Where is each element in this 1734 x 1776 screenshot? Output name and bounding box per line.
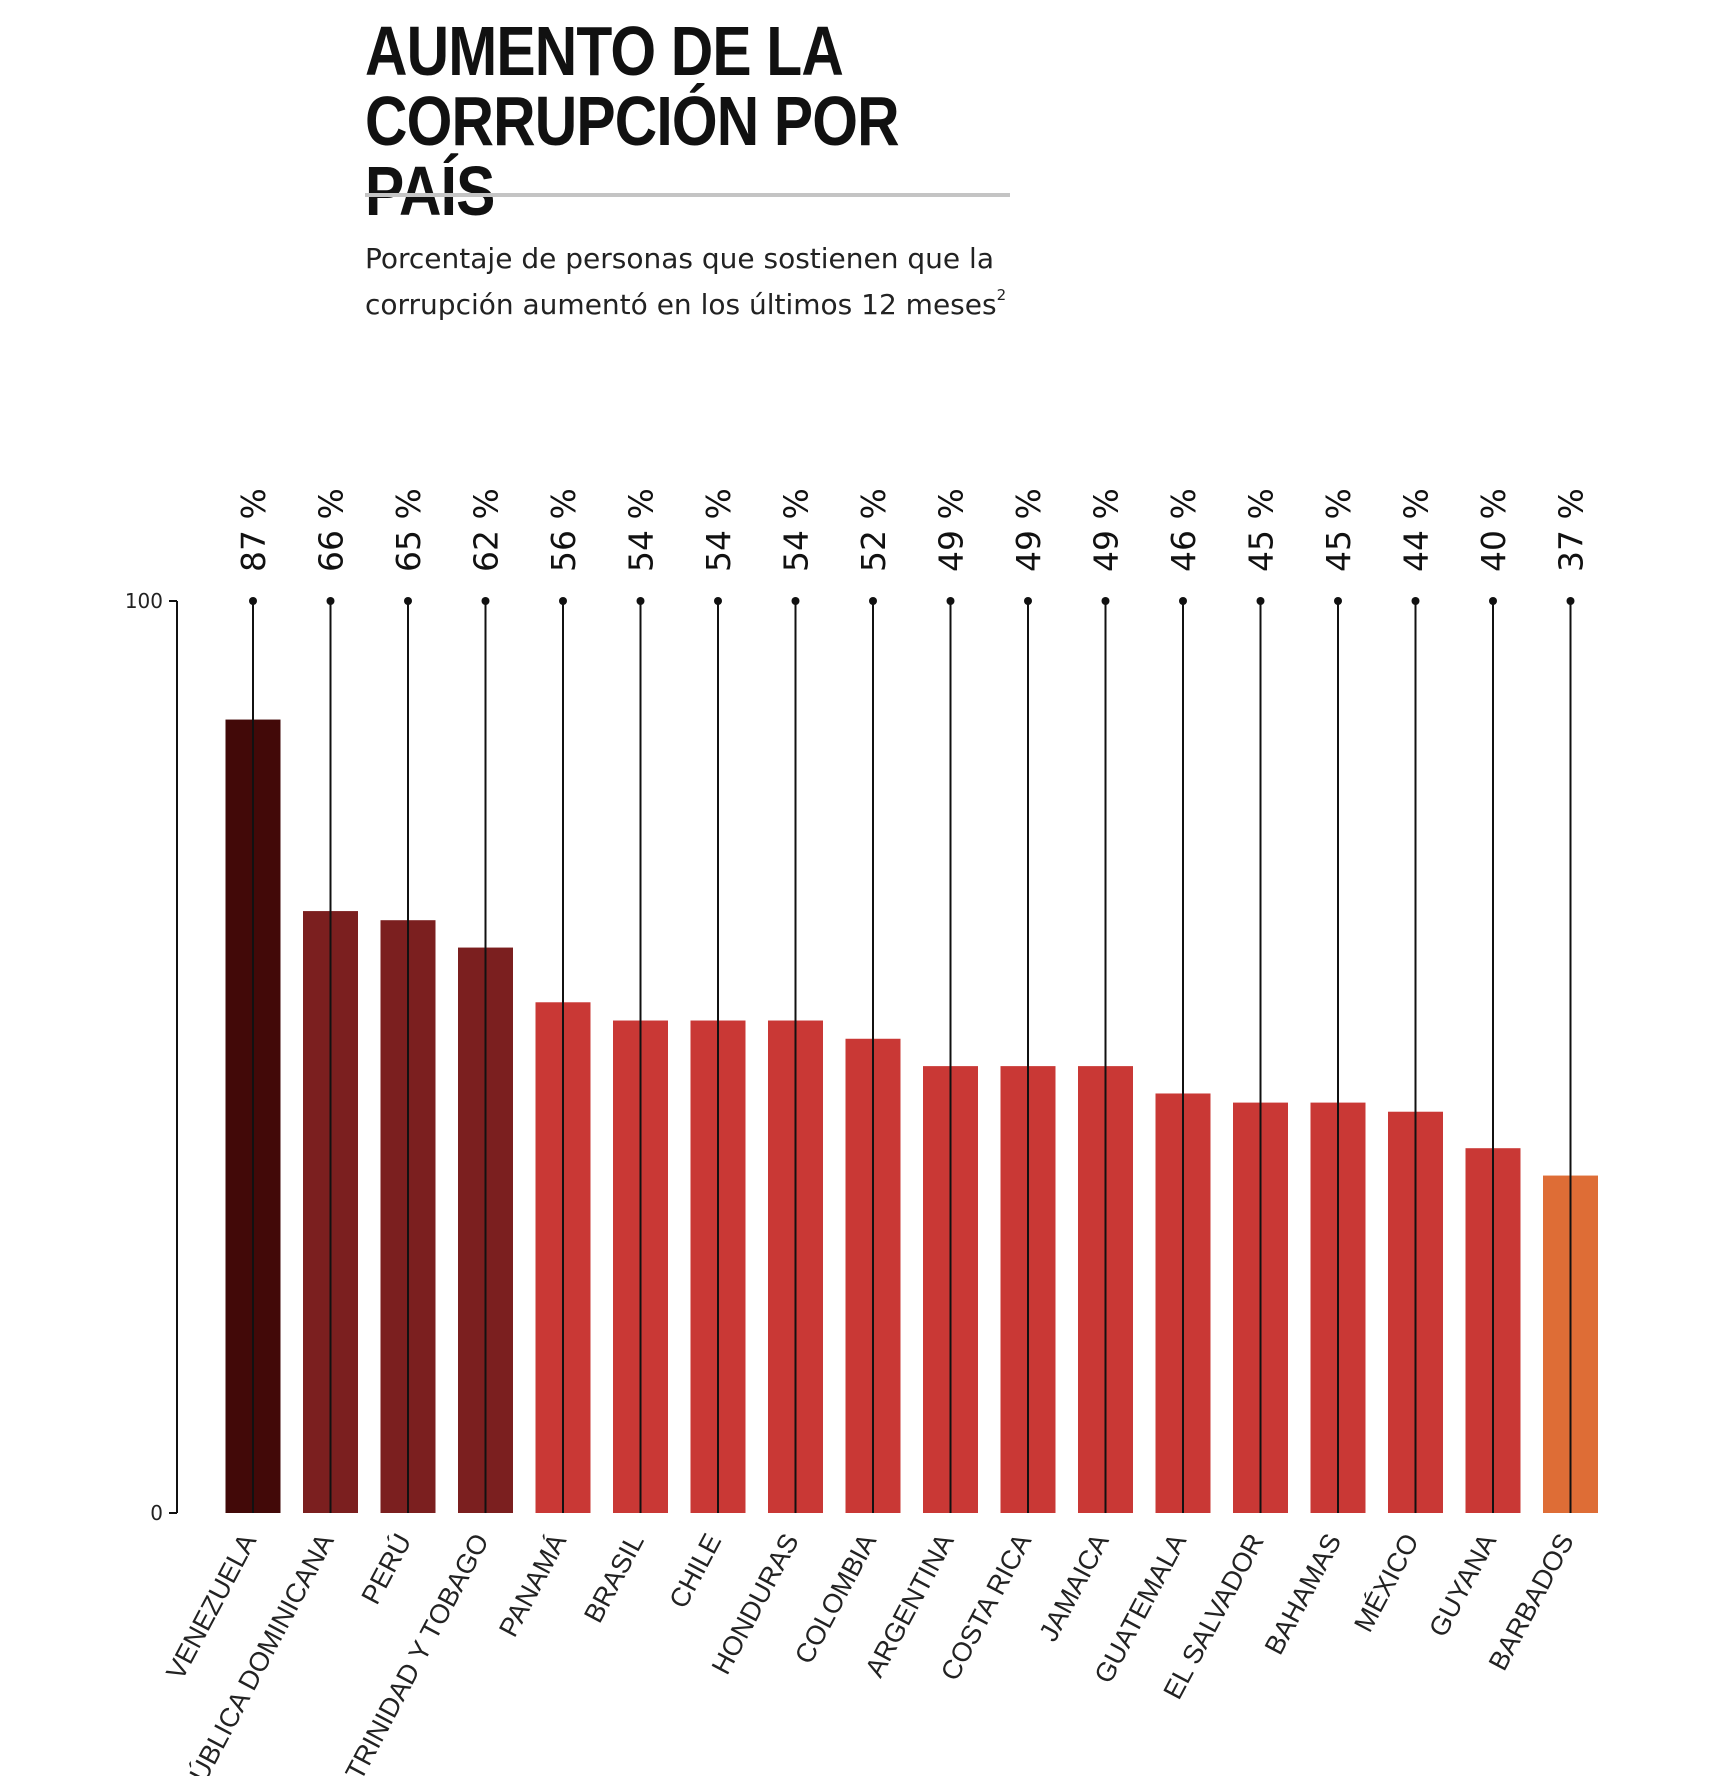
category-label: TRINIDAD Y TOBAGO xyxy=(340,1529,495,1776)
value-label: 52 % xyxy=(854,488,893,572)
value-label: 49 % xyxy=(932,488,971,572)
title-line-2: CORRUPCIÓN POR PAÍS xyxy=(365,82,900,230)
leader-dot xyxy=(481,597,490,605)
value-label: 37 % xyxy=(1552,488,1591,572)
page-title: AUMENTO DE LA CORRUPCIÓN POR PAÍS xyxy=(365,16,1003,226)
leader-dot xyxy=(791,597,800,605)
leader-dot xyxy=(559,597,567,605)
title-line-1: AUMENTO DE LA xyxy=(365,12,844,90)
value-label: 65 % xyxy=(389,488,428,572)
value-label: 49 % xyxy=(1087,488,1126,572)
value-label: 87 % xyxy=(234,488,273,572)
y-axis: 0 100 xyxy=(125,589,178,1525)
value-label: 62 % xyxy=(467,488,506,572)
category-label: MÉXICO xyxy=(1348,1529,1424,1637)
leader-dot xyxy=(1489,597,1497,605)
leader-dot xyxy=(249,597,257,605)
leader-dot xyxy=(946,597,955,605)
category-label: BAHAMAS xyxy=(1259,1529,1347,1660)
category-label: GUYANA xyxy=(1423,1529,1502,1642)
y-tick-label: 0 xyxy=(150,1501,163,1525)
leader-lines xyxy=(249,597,1575,1513)
value-label: 54 % xyxy=(699,488,738,572)
category-label: PERÚ xyxy=(355,1528,418,1609)
leader-dot xyxy=(714,597,722,605)
leader-dot xyxy=(404,597,412,605)
value-label: 44 % xyxy=(1397,488,1436,572)
value-label: 54 % xyxy=(777,488,816,572)
value-label: 45 % xyxy=(1242,488,1281,572)
title-divider xyxy=(365,193,1010,197)
category-label: COLOMBIA xyxy=(789,1529,882,1669)
category-label: CHILE xyxy=(663,1529,727,1613)
category-label: PANAMÁ xyxy=(493,1529,572,1642)
leader-dot xyxy=(326,597,335,605)
subtitle-line-1: Porcentaje de personas que sostienen que… xyxy=(365,242,994,275)
value-label: 54 % xyxy=(622,488,661,572)
value-label: 46 % xyxy=(1164,488,1203,572)
leader-dot xyxy=(1566,597,1575,605)
value-label: 40 % xyxy=(1474,488,1513,572)
y-tick-label: 100 xyxy=(125,589,163,613)
leader-dot xyxy=(1256,597,1265,605)
leader-dot xyxy=(636,597,645,605)
chart-subtitle: Porcentaje de personas que sostienen que… xyxy=(365,236,1065,328)
value-label: 66 % xyxy=(312,488,351,572)
leader-dot xyxy=(1024,597,1032,605)
value-label: 56 % xyxy=(544,488,583,572)
leader-dot xyxy=(1179,597,1187,605)
leader-dot xyxy=(869,597,877,605)
value-label: 49 % xyxy=(1009,488,1048,572)
footnote-mark: 2 xyxy=(996,286,1007,304)
leader-dot xyxy=(1101,597,1110,605)
leader-dot xyxy=(1411,597,1420,605)
bars xyxy=(225,719,1598,1513)
value-labels: 87 % 66 % 65 % 62 % 56 % 54 % 54 % 54 % 52 % 49 %… xyxy=(234,488,1591,572)
leader-dot xyxy=(1334,597,1342,605)
category-label: JAMAICA xyxy=(1033,1529,1114,1646)
value-label: 45 % xyxy=(1319,488,1358,572)
subtitle-line-2: corrupción aumentó en los últimos 12 mes… xyxy=(365,288,997,321)
category-label: BRASIL xyxy=(578,1529,650,1628)
